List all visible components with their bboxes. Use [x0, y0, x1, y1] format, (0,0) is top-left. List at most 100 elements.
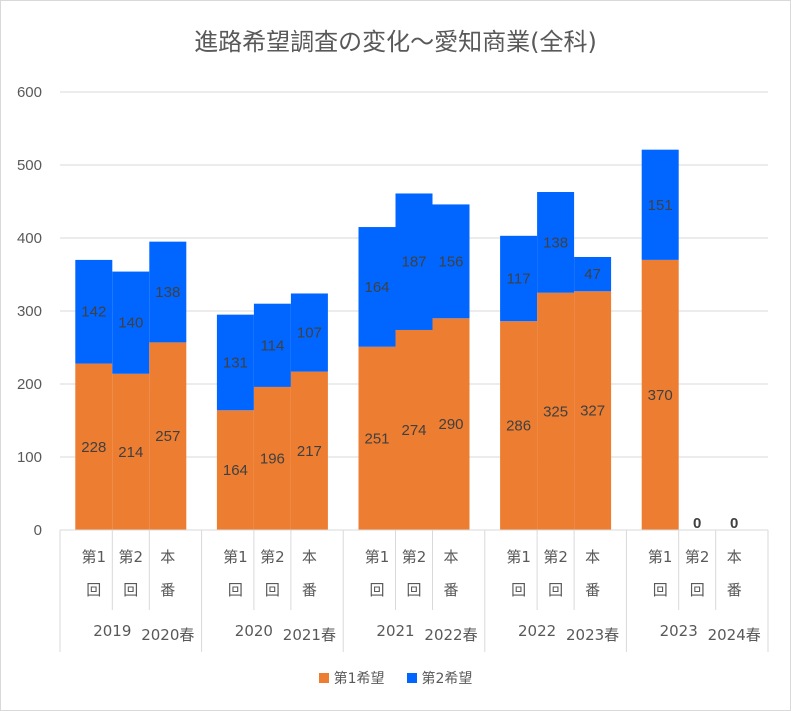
bar-series-1	[574, 291, 612, 530]
category-label-line-1: 第2	[543, 548, 568, 566]
group-spring-label: 2024春	[708, 626, 761, 644]
category-label-line-2: 番	[443, 581, 458, 599]
data-label-series-1: 251	[364, 430, 389, 447]
category-label-line-1: 第1	[82, 548, 107, 566]
group-year-label: 2020	[235, 622, 273, 640]
bar-series-2	[75, 259, 113, 364]
bar-series-2	[216, 314, 254, 411]
bar-series-2	[574, 256, 612, 292]
bar-series-2	[641, 149, 679, 260]
legend-label-series-1: 第1希望	[333, 671, 385, 687]
legend-swatch-series-2	[406, 673, 417, 683]
category-label-line-2: 回	[228, 581, 243, 599]
bar-series-1	[216, 410, 254, 530]
bar-series-1	[641, 259, 679, 530]
bar-series-1	[537, 292, 575, 530]
legend-swatch-series-1	[318, 673, 329, 683]
bar-series-1	[395, 329, 433, 530]
group-year-label: 2023	[660, 622, 698, 640]
category-label-line-1: 本	[585, 548, 600, 566]
data-label-series-2: 131	[223, 354, 248, 371]
bar-series-1	[253, 386, 291, 530]
category-label-line-2: 番	[585, 581, 600, 599]
category-label-line-2: 回	[406, 581, 421, 599]
data-label-series-1: 286	[506, 418, 531, 435]
category-label-line-2: 回	[265, 581, 280, 599]
legend-item-series-2: 第2希望	[406, 668, 473, 688]
category-label-line-1: 第1	[223, 548, 248, 566]
y-tick-label: 100	[17, 449, 42, 466]
data-label-series-2: 164	[364, 279, 389, 296]
bar-series-2	[358, 227, 396, 347]
category-label-line-2: 番	[302, 581, 317, 599]
data-label-series-1: 257	[155, 428, 180, 445]
data-label-series-1: 327	[580, 403, 605, 420]
total-label: 0	[730, 515, 738, 532]
bar-series-1	[75, 363, 113, 530]
category-label-line-1: 本	[160, 548, 175, 566]
group-spring-label: 2021春	[283, 626, 336, 644]
bar-series-1	[112, 373, 150, 530]
group-spring-label: 2023春	[566, 626, 619, 644]
data-label-series-2: 114	[260, 337, 284, 354]
bar-series-1	[149, 342, 187, 530]
data-label-series-1: 325	[543, 403, 568, 420]
bar-series-1	[358, 346, 396, 530]
bar-series-1	[432, 318, 470, 530]
legend: 第1希望 第2希望	[0, 668, 791, 688]
category-label-line-2: 番	[160, 581, 175, 599]
y-tick-label: 300	[17, 303, 42, 320]
category-label-line-1: 本	[727, 548, 742, 566]
bar-series-2	[537, 192, 575, 293]
category-label-line-2: 回	[123, 581, 138, 599]
chart-title: 進路希望調査の変化～愛知商業(全科)	[194, 28, 597, 56]
category-label-line-2: 回	[369, 581, 384, 599]
category-label-line-1: 第1	[648, 548, 673, 566]
data-label-series-2: 187	[401, 254, 426, 271]
data-label-series-2: 117	[507, 271, 531, 288]
bar-series-2	[112, 271, 150, 374]
y-tick-label: 200	[17, 376, 42, 393]
category-label-line-1: 第1	[506, 548, 531, 566]
data-label-series-1: 228	[81, 439, 106, 456]
category-label-line-1: 第2	[685, 548, 710, 566]
y-tick-label: 400	[17, 230, 42, 247]
data-label-series-1: 164	[223, 462, 248, 479]
bar-series-2	[290, 293, 328, 372]
data-label-series-1: 196	[260, 450, 285, 467]
category-label-line-2: 回	[548, 581, 563, 599]
data-label-series-1: 274	[401, 422, 426, 439]
category-label-line-1: 第2	[260, 548, 285, 566]
group-year-label: 2019	[93, 622, 131, 640]
y-tick-label: 600	[17, 84, 42, 101]
group-year-label: 2022	[518, 622, 556, 640]
category-label-line-2: 回	[653, 581, 668, 599]
bar-series-2	[432, 204, 470, 319]
data-label-series-1: 214	[118, 444, 143, 461]
data-label-series-1: 290	[438, 416, 463, 433]
category-label-line-1: 本	[302, 548, 317, 566]
data-label-series-2: 156	[438, 253, 463, 270]
y-tick-label: 0	[34, 522, 42, 539]
data-label-series-2: 138	[155, 284, 180, 301]
category-label-line-2: 回	[690, 581, 705, 599]
category-label-line-2: 番	[727, 581, 742, 599]
data-label-series-2: 151	[648, 197, 673, 214]
bar-series-2	[395, 193, 433, 330]
data-label-series-2: 140	[118, 315, 143, 332]
data-label-series-1: 217	[297, 443, 322, 460]
category-label-line-1: 本	[443, 548, 458, 566]
data-label-series-1: 370	[648, 387, 673, 404]
bar-series-1	[290, 371, 328, 530]
y-tick-label: 500	[17, 157, 42, 174]
bar-series-2	[253, 303, 291, 387]
category-label-line-2: 回	[86, 581, 101, 599]
category-label-line-1: 第2	[402, 548, 427, 566]
category-label-line-1: 第2	[119, 548, 144, 566]
legend-label-series-2: 第2希望	[421, 671, 473, 687]
data-label-series-2: 107	[297, 325, 322, 342]
bar-series-2	[149, 241, 187, 343]
bar-series-2	[500, 235, 538, 322]
group-spring-label: 2020春	[141, 626, 194, 644]
